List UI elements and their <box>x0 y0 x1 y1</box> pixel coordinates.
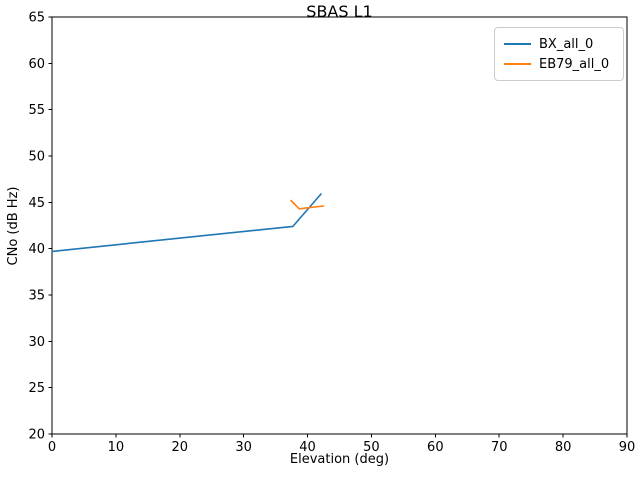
legend-label: EB79_all_0 <box>539 56 610 72</box>
y-tick-label: 30 <box>28 335 45 350</box>
legend-entry: BX_all_0 <box>504 37 614 52</box>
y-tick-label: 40 <box>28 242 45 257</box>
legend-line-sample <box>504 43 531 45</box>
x-tick-label: 80 <box>555 440 572 455</box>
x-tick-label: 50 <box>363 440 380 455</box>
series-line-EB79_all_0 <box>290 199 325 210</box>
legend-line-sample <box>504 63 531 65</box>
y-axis-label: CNo (dB Hz) <box>6 186 21 266</box>
y-tick-label: 25 <box>28 381 45 396</box>
y-tick-label: 20 <box>28 428 45 443</box>
y-tick-label: 65 <box>28 11 45 26</box>
x-tick-label: 0 <box>48 440 56 455</box>
y-tick-label: 45 <box>28 196 45 211</box>
legend-label: BX_all_0 <box>539 36 594 52</box>
y-tick-label: 60 <box>28 57 45 72</box>
x-tick-label: 90 <box>619 440 636 455</box>
x-tick-label: 60 <box>427 440 444 455</box>
y-tick-label: 50 <box>28 150 45 165</box>
series-line-BX_all_0 <box>51 193 322 253</box>
legend: BX_all_0 EB79_all_0 <box>494 27 624 81</box>
x-tick-label: 10 <box>108 440 125 455</box>
y-tick-label: 35 <box>28 289 45 304</box>
x-tick-label: 20 <box>172 440 189 455</box>
y-tick-label: 55 <box>28 103 45 118</box>
x-axis-label: Elevation (deg) <box>289 452 390 467</box>
x-tick-label: 40 <box>299 440 316 455</box>
x-tick-label: 70 <box>491 440 508 455</box>
chart-title: SBAS L1 <box>306 2 373 21</box>
axes-frame <box>51 16 628 435</box>
x-tick-label: 30 <box>235 440 252 455</box>
legend-entry: EB79_all_0 <box>504 57 614 72</box>
